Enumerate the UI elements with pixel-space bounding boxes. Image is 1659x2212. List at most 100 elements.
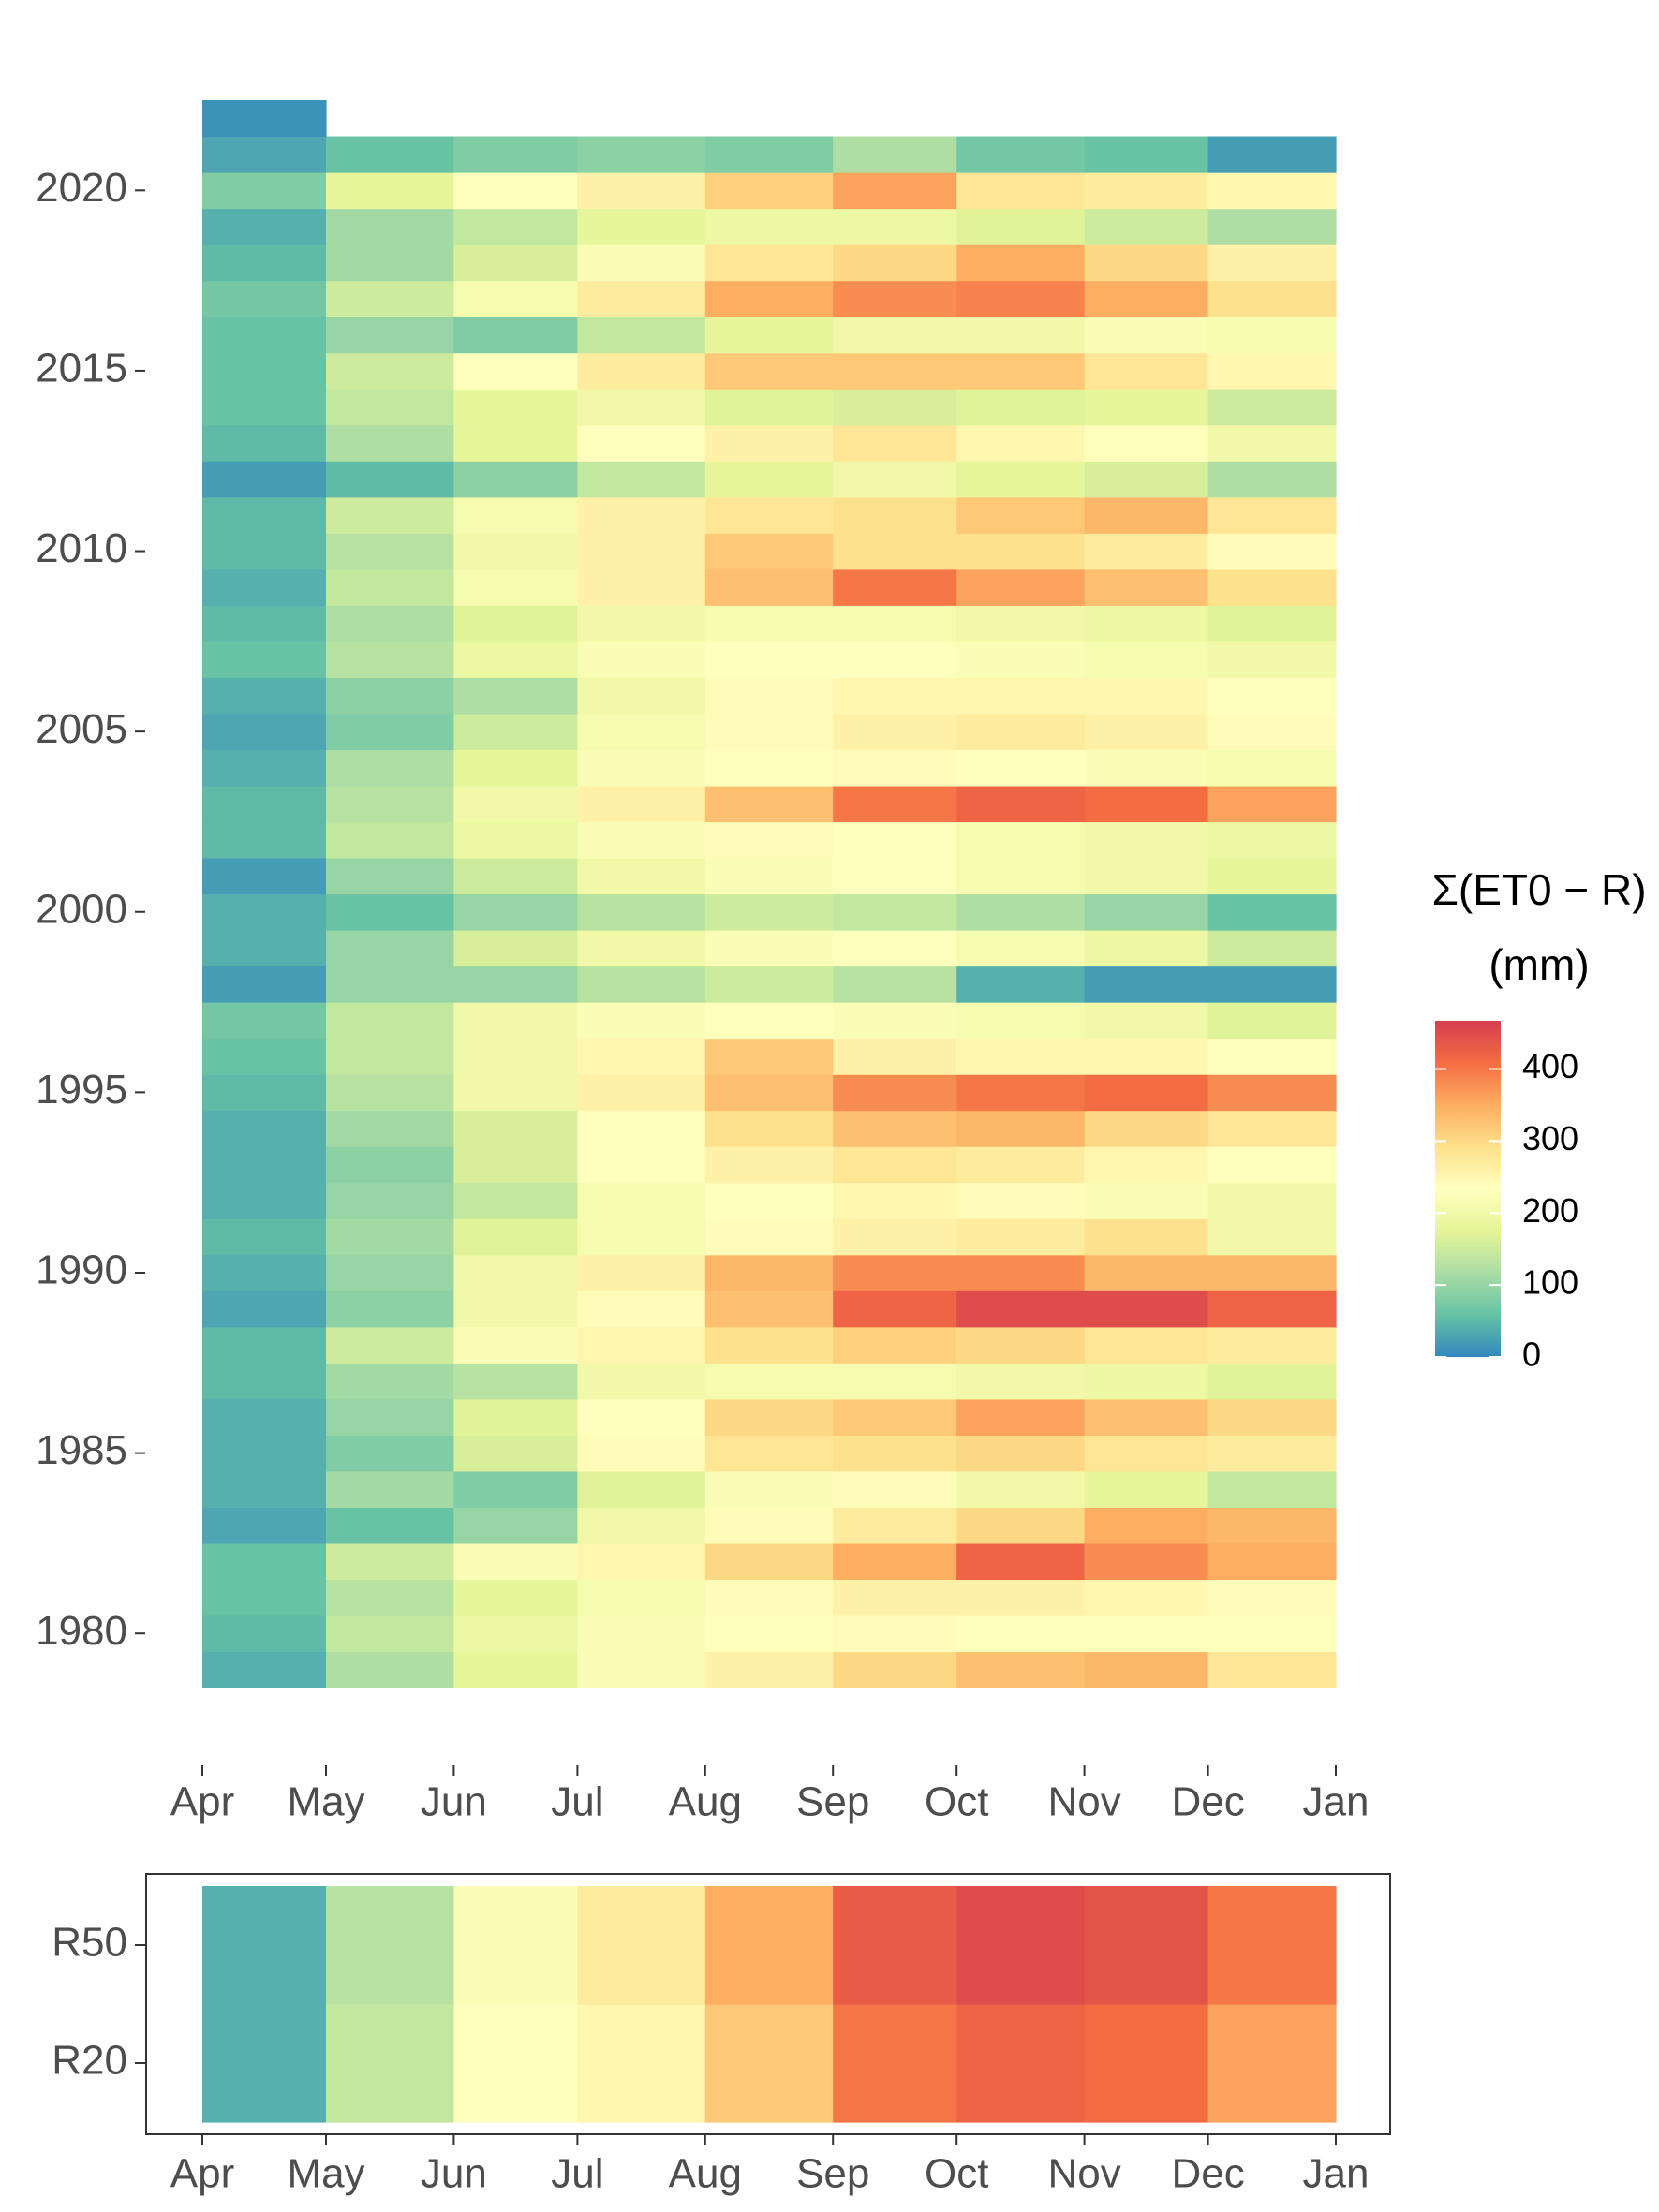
heat-cell <box>1084 893 1209 931</box>
heat-cell <box>577 966 706 1003</box>
heat-cell <box>326 172 454 210</box>
heat-cell <box>704 1470 834 1508</box>
heat-cell <box>833 1182 957 1219</box>
heat-cell <box>453 2004 578 2123</box>
heat-cell <box>704 641 834 678</box>
heat-cell <box>326 677 454 715</box>
heat-cell <box>833 208 957 245</box>
heat-cell <box>1084 1110 1209 1147</box>
heat-cell <box>577 605 706 642</box>
heat-cell <box>704 244 834 282</box>
heat-cell <box>833 966 957 1003</box>
heat-cell <box>956 605 1086 642</box>
heat-cell <box>1207 1146 1337 1184</box>
heat-cell <box>956 2004 1086 2123</box>
heat-cell <box>956 1651 1086 1688</box>
heat-cell <box>453 1002 578 1040</box>
heat-cell <box>833 1542 957 1581</box>
y-tick-label: R50 <box>52 1920 127 1966</box>
heat-cell <box>956 1218 1086 1256</box>
heat-cell <box>202 966 327 1003</box>
heat-cell <box>1084 1470 1209 1508</box>
heat-cell <box>1207 749 1337 787</box>
heat-cell <box>1084 1886 1209 2005</box>
heat-cell <box>202 1507 327 1544</box>
heat-cell <box>1084 172 1209 210</box>
heat-cell <box>202 713 327 751</box>
heat-cell <box>577 1542 706 1581</box>
heat-cell <box>704 1542 834 1581</box>
heat-cell <box>1207 280 1337 317</box>
heat-cell <box>956 1290 1086 1328</box>
heat-cell <box>1084 1002 1209 1040</box>
y-tick-label: R20 <box>52 2038 127 2084</box>
heat-cell <box>202 1182 327 1219</box>
heat-cell <box>326 930 454 967</box>
colorbar-label: 200 <box>1522 1191 1578 1230</box>
heat-cell <box>453 1218 578 1256</box>
heat-cell <box>1084 1615 1209 1653</box>
heat-cell <box>833 641 957 678</box>
heat-cell <box>704 930 834 967</box>
heat-cell <box>577 1398 706 1436</box>
heat-cell <box>453 1579 578 1616</box>
heat-cell <box>1207 208 1337 245</box>
heat-cell <box>1207 821 1337 859</box>
x-tick-label: Jul <box>551 1779 603 1825</box>
heat-cell <box>1207 857 1337 895</box>
heat-cell <box>326 317 454 354</box>
heat-cell <box>956 677 1086 715</box>
heat-cell <box>704 280 834 317</box>
heat-cell <box>1084 1182 1209 1219</box>
heat-cell <box>956 785 1086 823</box>
heat-cell <box>202 461 327 498</box>
heat-cell <box>956 966 1086 1003</box>
heat-cell <box>577 1651 706 1688</box>
heat-cell <box>833 533 957 570</box>
legend-title: Σ(ET0 − R) <box>1431 865 1646 914</box>
heat-cell <box>704 1363 834 1400</box>
heat-cell <box>1207 1326 1337 1364</box>
x-tick-label: Jan <box>1303 1779 1370 1825</box>
heat-cell <box>202 1254 327 1291</box>
heat-cell <box>453 677 578 715</box>
heat-cell <box>577 461 706 498</box>
heat-cell <box>833 1110 957 1147</box>
heat-cell <box>577 1110 706 1147</box>
heat-cell <box>1207 1182 1337 1219</box>
heat-cell <box>326 208 454 245</box>
heat-cell <box>1084 461 1209 498</box>
heat-cell <box>453 389 578 426</box>
heat-cell <box>577 930 706 967</box>
heat-cell <box>1084 857 1209 895</box>
heat-cell <box>202 389 327 426</box>
heat-cell <box>453 930 578 967</box>
heat-cell <box>577 1146 706 1184</box>
heat-cell <box>833 317 957 354</box>
heat-cell <box>1207 785 1337 823</box>
heat-cell <box>202 208 327 245</box>
heat-cell <box>577 280 706 317</box>
heat-cell <box>577 1507 706 1544</box>
heat-cell <box>956 749 1086 787</box>
heat-cell <box>202 2004 327 2123</box>
heat-cell <box>202 1218 327 1256</box>
heat-cell <box>704 461 834 498</box>
heat-cell <box>202 100 327 138</box>
heat-cell <box>577 785 706 823</box>
heat-cell <box>956 1615 1086 1653</box>
heat-cell <box>833 1507 957 1544</box>
heat-cell <box>453 749 578 787</box>
heat-cell <box>833 1254 957 1291</box>
heat-cell <box>453 533 578 570</box>
heat-cell <box>1207 496 1337 534</box>
heat-cell <box>833 352 957 390</box>
colorbar-label: 300 <box>1522 1119 1578 1158</box>
heat-cell <box>704 1254 834 1291</box>
heat-cell <box>704 749 834 787</box>
x-tick-label: Jan <box>1303 2151 1370 2197</box>
heat-cell <box>704 1615 834 1653</box>
heat-cell <box>453 317 578 354</box>
heat-cell <box>956 352 1086 390</box>
